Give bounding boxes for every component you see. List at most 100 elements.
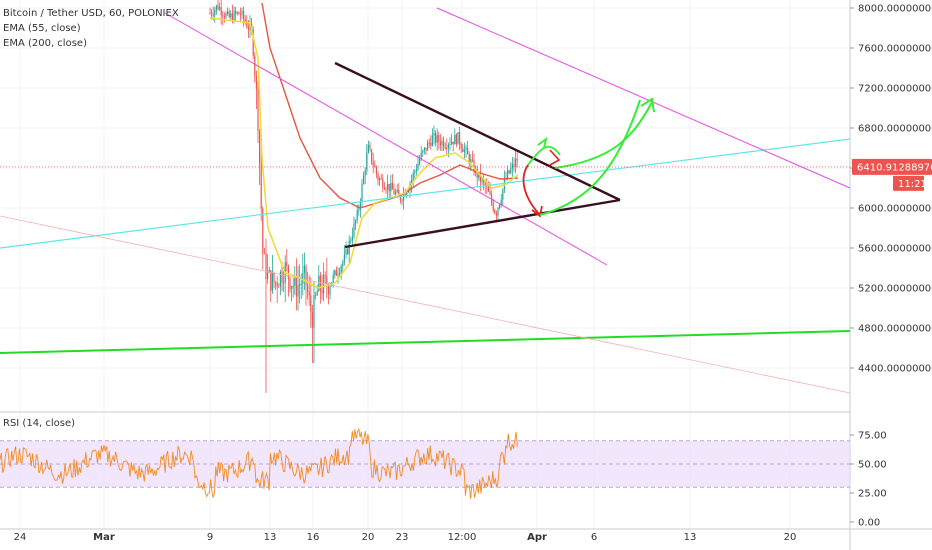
candle-body: [484, 181, 486, 187]
candle-body: [377, 173, 379, 181]
chart-legend: Bitcoin / Tether USD, 60, POLONIEX EMA (…: [3, 6, 179, 51]
candle-body: [278, 286, 280, 288]
arrow-head-red-small: [549, 149, 561, 166]
candle-body: [499, 204, 501, 208]
arrow-head-red-down: [531, 205, 543, 218]
candle-body: [215, 5, 217, 10]
candle-body: [382, 178, 384, 188]
candle-body: [347, 249, 349, 254]
candle-body: [433, 133, 435, 136]
candle-body: [428, 142, 430, 144]
candle-body: [455, 134, 457, 145]
legend-ema55[interactable]: EMA (55, close): [3, 23, 81, 34]
candle-body: [238, 12, 240, 15]
candle-body: [340, 266, 342, 273]
channel-line-upper: [436, 7, 851, 189]
rsi-band: [0, 440, 850, 488]
candle-body: [287, 265, 289, 279]
price-axis[interactable]: 8000.00000000 7600.00000000 7200.00000000 6…: [850, 4, 932, 529]
candle-body: [299, 284, 301, 286]
time-tick-label: 12:00: [448, 532, 477, 543]
candle-body: [396, 189, 398, 193]
price-tick-label: 5600.00000000: [858, 244, 932, 255]
candle-body: [375, 167, 377, 174]
candle-body: [217, 5, 219, 10]
candle-body: [358, 209, 360, 211]
candle-body: [228, 11, 230, 17]
candle-body: [257, 89, 259, 131]
legend-symbol[interactable]: Bitcoin / Tether USD, 60, POLONIEX: [3, 8, 179, 19]
candle-body: [343, 254, 345, 262]
candle-body: [311, 312, 313, 328]
candle-body: [334, 270, 336, 275]
candle-body: [292, 285, 294, 287]
candle-body: [247, 27, 249, 30]
arrow-head-green-small: [537, 136, 548, 149]
candle-body: [270, 270, 272, 291]
candle-body: [321, 289, 323, 294]
time-tick-label: 9: [207, 532, 213, 543]
candle-body: [508, 170, 510, 173]
triangle-lower-edge: [344, 198, 621, 249]
candle-body: [423, 147, 425, 151]
time-tick-label: Mar: [93, 532, 115, 543]
candle-body: [246, 22, 248, 28]
ema200-line: [261, 2, 519, 209]
time-tick-label: 24: [14, 532, 27, 543]
candle-body: [366, 152, 368, 171]
candle-body: [364, 170, 366, 176]
candle-body: [449, 144, 451, 146]
candle-body: [380, 178, 382, 180]
candle-body: [483, 178, 485, 182]
candle-body: [422, 150, 424, 153]
time-axis[interactable]: 24 Mar 9 13 16 20 23 12:00 Apr 6 13 20: [14, 532, 797, 543]
price-tick-label: 8000.00000000: [858, 4, 932, 15]
candle-body: [263, 253, 265, 255]
candle-body: [465, 147, 467, 150]
rsi-tick-label: 0.00: [858, 518, 880, 529]
indicator-overlays: [0, 2, 519, 499]
candle-body: [359, 201, 361, 210]
candle-body: [468, 154, 470, 164]
candle-body: [379, 178, 381, 181]
candle-body: [223, 16, 225, 18]
price-tick-label: 7200.00000000: [858, 84, 932, 95]
candle-body: [233, 10, 235, 22]
arrow-head-green-upper: [640, 97, 655, 113]
candle-body: [515, 158, 517, 167]
time-tick-label: 6: [591, 532, 597, 543]
legend-ema200[interactable]: EMA (200, close): [3, 38, 87, 49]
candle-body: [327, 286, 329, 295]
candle-body: [313, 295, 315, 328]
price-tick-label: 4800.00000000: [858, 324, 932, 335]
candle-body: [214, 9, 216, 16]
candle-body: [273, 272, 275, 283]
candle-body: [399, 194, 401, 201]
candle-body: [487, 186, 489, 192]
candle-body: [383, 187, 385, 190]
candle-body: [479, 171, 481, 182]
candle-body: [244, 19, 246, 23]
candle-body: [279, 271, 281, 287]
price-tick-label: 5200.00000000: [858, 284, 932, 295]
candle-body: [227, 11, 229, 14]
candle-body: [297, 285, 299, 297]
candle-body: [220, 7, 222, 16]
candle-body: [438, 135, 440, 142]
candle-body: [439, 141, 441, 146]
candle-body: [513, 163, 515, 167]
candle-body: [307, 285, 309, 292]
candle-body: [511, 163, 513, 169]
candle-body: [353, 223, 355, 237]
time-tick-label: 23: [396, 532, 409, 543]
candle-body: [372, 161, 374, 166]
candle-body: [374, 165, 376, 168]
candle-body: [239, 14, 241, 16]
candle-body: [355, 220, 357, 224]
countdown-badge: [893, 175, 924, 191]
candle-body: [295, 277, 297, 297]
rsi-legend[interactable]: RSI (14, close): [3, 418, 76, 429]
candle-body: [305, 265, 307, 286]
candle-body: [497, 207, 499, 216]
